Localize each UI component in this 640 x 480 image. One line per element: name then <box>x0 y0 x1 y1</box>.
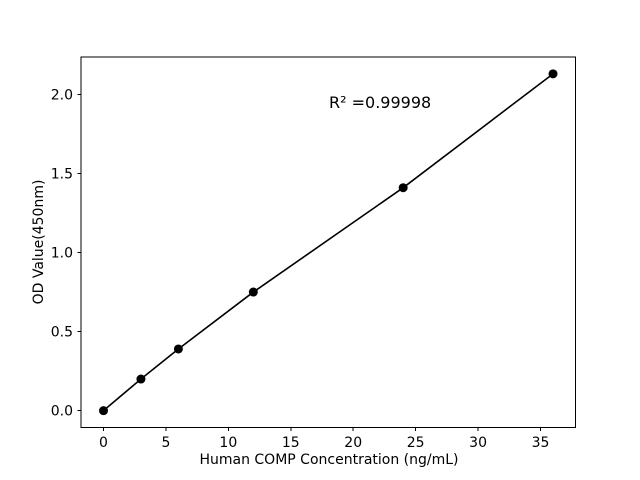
x-axis-label: Human COMP Concentration (ng/mL) <box>199 452 458 468</box>
x-tick-label: 30 <box>469 435 487 451</box>
x-tick-label: 15 <box>282 435 300 451</box>
data-point <box>248 287 258 297</box>
standard-curve-line <box>102 73 554 412</box>
x-tick-label: 10 <box>219 435 237 451</box>
plot-area <box>80 56 576 428</box>
data-point <box>548 69 558 79</box>
data-points <box>98 69 558 416</box>
data-point <box>173 344 183 354</box>
x-tick-label: 20 <box>344 435 362 451</box>
r-squared-annotation: R² =0.99998 <box>329 93 431 112</box>
x-tick-label: 35 <box>532 435 550 451</box>
y-tick-label: 1.5 <box>51 166 73 182</box>
x-axis-ticks <box>102 427 542 431</box>
x-tick-label: 25 <box>407 435 425 451</box>
y-axis-label: OD Value(450nm) <box>31 180 47 305</box>
y-tick-label: 0.5 <box>51 325 73 341</box>
data-point <box>398 183 408 193</box>
y-axis-ticks <box>77 93 81 412</box>
x-axis-tick-labels: 0 5 10 15 20 25 30 35 <box>99 435 549 451</box>
y-tick-label: 2.0 <box>51 87 73 103</box>
data-point <box>98 406 108 416</box>
y-tick-label: 0.0 <box>51 404 73 420</box>
x-tick-label: 0 <box>99 435 108 451</box>
data-point <box>136 374 146 384</box>
y-axis-tick-labels: 0.0 0.5 1.0 1.5 2.0 <box>51 87 73 419</box>
y-tick-label: 1.0 <box>51 246 73 262</box>
x-tick-label: 5 <box>161 435 170 451</box>
